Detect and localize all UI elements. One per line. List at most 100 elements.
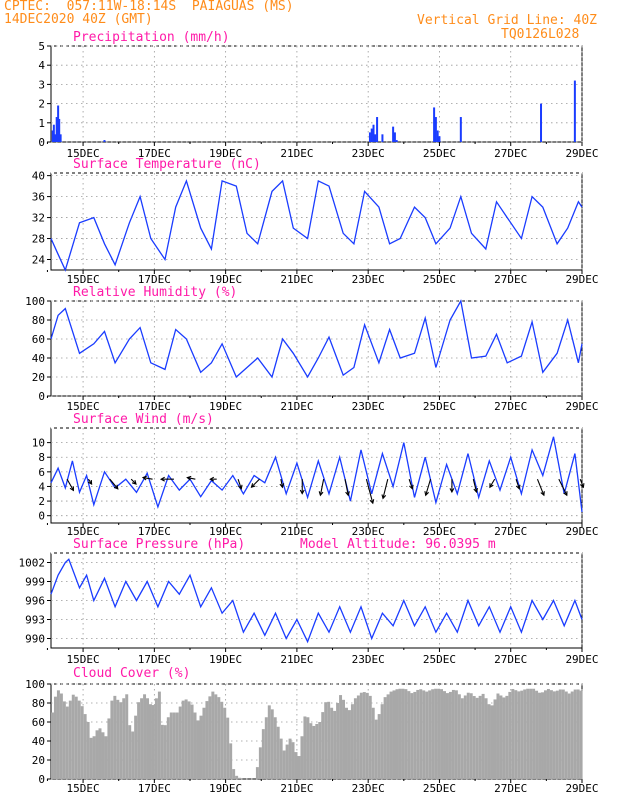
cloud-bar <box>576 689 580 779</box>
cloud-bar <box>235 775 239 779</box>
cloud-bar <box>300 736 304 779</box>
station-header: CPTEC: 057:11W-18:14S PAIAGUAS (MS) <box>4 0 294 14</box>
cloud-bar <box>508 691 512 779</box>
wind-ytick-label: 0 <box>38 510 45 523</box>
cloud-bar <box>315 723 319 779</box>
cloud-bar <box>187 701 191 779</box>
cloud-bar <box>359 692 363 779</box>
cloud-bar <box>425 691 429 779</box>
precip-bar <box>393 132 396 142</box>
precip-ytick-label: 5 <box>38 40 45 53</box>
cloud-title: Cloud Cover (%) <box>73 666 190 681</box>
cloud-bar <box>196 720 200 779</box>
cloud-ytick-label: 60 <box>32 716 45 729</box>
precip-ytick-label: 3 <box>38 78 45 91</box>
temp-title: Surface Temperature (nC) <box>73 157 261 172</box>
rh-xtick-label: 19DEC <box>209 400 242 413</box>
cloud-xtick-label: 15DEC <box>67 782 100 795</box>
wind-vector <box>408 478 413 489</box>
cloud-bar <box>116 699 120 779</box>
cloud-bar <box>336 703 340 779</box>
cloud-xtick-label: 21DEC <box>280 782 313 795</box>
precip-bar <box>540 103 543 142</box>
wind-vector <box>472 479 478 493</box>
cloud-bar <box>199 715 203 779</box>
cloud-bar <box>101 732 105 779</box>
cloud-bar <box>65 706 69 779</box>
cloud-bar <box>226 717 230 779</box>
precip-bar <box>392 126 395 142</box>
model-code: TQ0126L028 <box>501 27 580 42</box>
pres-xtick-label: 15DEC <box>67 653 100 666</box>
pres-ytick-label: 999 <box>25 576 45 589</box>
cloud-bar <box>149 704 152 779</box>
cloud-bar <box>487 704 491 779</box>
cloud-bar <box>395 689 399 779</box>
temp-xtick-label: 19DEC <box>209 273 242 286</box>
wind-vector-head <box>279 483 285 489</box>
precip-title: Precipitation (mm/h) <box>73 30 230 45</box>
temp-xtick-label: 21DEC <box>280 273 313 286</box>
temp-series-line <box>50 178 583 272</box>
cloud-bar <box>175 712 179 779</box>
temp-ytick-label: 40 <box>32 170 45 183</box>
cloud-bar <box>229 743 233 779</box>
cloud-bar <box>294 752 298 779</box>
wind-vector <box>425 478 432 496</box>
rh-xtick-label: 17DEC <box>138 400 171 413</box>
cloud-bar <box>502 697 506 779</box>
cloud-bar <box>238 777 242 779</box>
wind-vector <box>536 478 545 496</box>
cloud-bar <box>443 691 446 779</box>
cloud-bar <box>419 689 423 779</box>
temp-ytick-label: 24 <box>32 254 46 267</box>
cloud-bar <box>478 695 482 779</box>
cloud-bar <box>541 692 544 779</box>
cloud-bar <box>410 693 414 779</box>
wind-vector <box>489 478 496 488</box>
cloud-bar <box>232 769 236 779</box>
cloud-bar <box>511 688 515 779</box>
wind-vector-head <box>318 491 324 497</box>
cloud-bar <box>517 691 521 779</box>
cloud-bar <box>350 704 354 779</box>
wind-vector-head <box>473 487 479 494</box>
rh-ytick-label: 100 <box>25 295 45 308</box>
wind-vector <box>558 478 568 496</box>
cloud-bar <box>202 707 206 779</box>
pres-xtick-label: 25DEC <box>423 653 456 666</box>
rh-ytick-label: 20 <box>32 371 45 384</box>
cloud-bar <box>549 690 553 779</box>
cloud-bar <box>330 707 334 779</box>
rh-ytick-label: 0 <box>38 390 45 403</box>
cloud-xtick-label: 19DEC <box>209 782 242 795</box>
wind-vector <box>142 477 153 480</box>
wind-xtick-label: 19DEC <box>209 525 242 538</box>
precip-bar <box>370 128 373 142</box>
cloud-bar <box>98 728 102 779</box>
cloud-bar <box>398 688 402 779</box>
cloud-bar <box>342 699 346 779</box>
cloud-bar <box>422 690 426 779</box>
cloud-bar <box>285 744 289 779</box>
precip-xtick-label: 27DEC <box>494 147 527 160</box>
cloud-bar <box>223 707 227 779</box>
pres-xtick-label: 19DEC <box>209 653 242 666</box>
pres-panel: 990 993 996 999 1002 15DEC 17DEC 19DEC 21DEC 23DE… <box>19 537 599 666</box>
cloud-bar <box>445 693 449 779</box>
cloud-bar <box>169 712 173 779</box>
cloud-bar <box>505 695 509 779</box>
cloud-bar <box>137 702 141 779</box>
wind-vector <box>187 477 196 480</box>
cloud-bar <box>279 738 283 779</box>
pres-xtick-label: 29DEC <box>565 653 598 666</box>
cloud-bar <box>59 693 63 779</box>
cloud-bar <box>374 719 378 779</box>
cloud-bar <box>217 697 221 779</box>
pres-series-line <box>50 558 583 644</box>
cloud-bar <box>546 688 550 779</box>
cloud-ytick-label: 20 <box>32 754 45 767</box>
cloud-bar <box>383 697 387 779</box>
temp-xtick-label: 17DEC <box>138 273 171 286</box>
